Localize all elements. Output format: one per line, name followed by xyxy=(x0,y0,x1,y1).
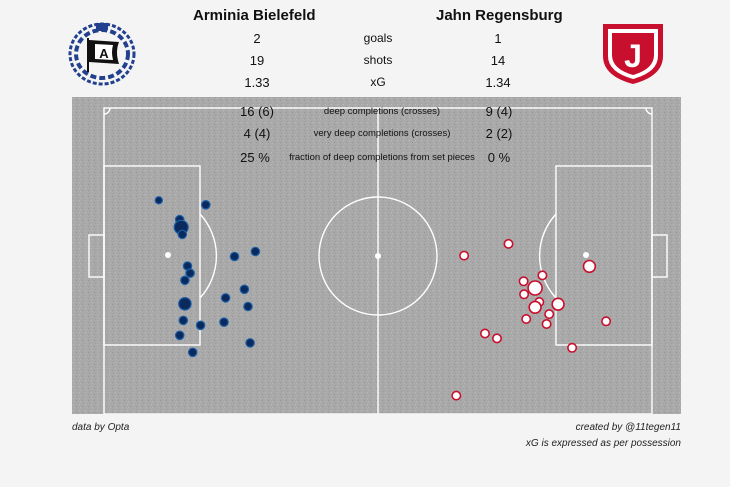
away-shot-point xyxy=(601,316,612,327)
home-shots: 19 xyxy=(249,53,265,68)
home-shot-point xyxy=(154,196,164,205)
home-shot-point xyxy=(243,301,253,312)
away-shot-point xyxy=(537,270,548,281)
home-shot-point xyxy=(220,293,231,303)
away-shot-point xyxy=(451,390,462,401)
home-shot-point xyxy=(201,200,211,210)
away-shot-point xyxy=(521,314,532,325)
home-shot-point xyxy=(177,229,188,240)
away-team-name: Jahn Regensburg xyxy=(436,7,563,24)
goals-label: goals xyxy=(363,31,393,45)
shots-label: shots xyxy=(363,53,393,67)
away-shot-point xyxy=(582,259,597,274)
shot-points xyxy=(154,196,612,401)
very-deep-completions-label: very deep completions (crosses) xyxy=(313,128,451,139)
home-shot-point xyxy=(195,320,206,331)
home-shot-point xyxy=(174,330,185,341)
away-shot-point xyxy=(518,276,529,287)
home-very-deep-completions: 4 (4) xyxy=(243,126,271,141)
away-very-deep-completions: 2 (2) xyxy=(485,126,513,141)
home-set-piece-fraction: 25 % xyxy=(240,150,270,165)
away-shot-point xyxy=(491,333,502,344)
away-shot-point xyxy=(541,319,552,330)
home-shot-point xyxy=(178,315,189,326)
home-xg: 1.33 xyxy=(244,75,270,90)
jahn-crest-icon: J xyxy=(598,20,668,86)
arminia-crest-icon: A xyxy=(67,20,137,86)
credit: created by @11tegen11 xyxy=(575,422,681,433)
deep-completions-label: deep completions (crosses) xyxy=(323,106,441,117)
set-piece-label: fraction of deep completions from set pi… xyxy=(289,152,475,163)
home-shot-point xyxy=(250,246,261,257)
jahn-crest-letter: J xyxy=(624,38,642,74)
home-shot-point xyxy=(187,347,198,358)
away-shot-point xyxy=(459,250,470,261)
away-shot-point xyxy=(544,309,555,320)
arminia-crest-letter: A xyxy=(99,46,109,61)
away-shot-point xyxy=(528,300,542,315)
home-shot-point xyxy=(178,297,192,311)
home-deep-completions: 16 (6) xyxy=(240,104,274,119)
away-shot-point xyxy=(479,328,490,339)
home-shot-point xyxy=(219,317,229,327)
away-shot-point xyxy=(567,342,578,353)
away-goals: 1 xyxy=(494,31,502,46)
pitch-spots xyxy=(165,252,589,259)
pitch-shot-map: 16 (6) deep completions (crosses) 9 (4) … xyxy=(72,97,681,415)
xg-note: xG is expressed as per possession xyxy=(525,438,681,449)
home-shot-point xyxy=(180,275,190,286)
away-shots: 14 xyxy=(490,53,506,68)
home-team-name: Arminia Bielefeld xyxy=(193,7,316,24)
away-xg: 1.34 xyxy=(485,75,511,90)
away-shot-point xyxy=(519,289,530,300)
home-shot-point xyxy=(229,251,240,262)
home-shot-point xyxy=(245,338,255,348)
away-deep-completions: 9 (4) xyxy=(485,104,513,119)
home-shot-point xyxy=(185,268,195,278)
away-shot-point xyxy=(551,297,565,311)
xg-label: xG xyxy=(370,75,386,89)
data-source: data by Opta xyxy=(72,422,130,433)
home-goals: 2 xyxy=(253,31,261,46)
away-shot-point xyxy=(527,280,543,296)
away-shot-point xyxy=(503,238,514,249)
away-set-piece-fraction: 0 % xyxy=(487,150,511,165)
home-shot-point xyxy=(239,284,250,295)
